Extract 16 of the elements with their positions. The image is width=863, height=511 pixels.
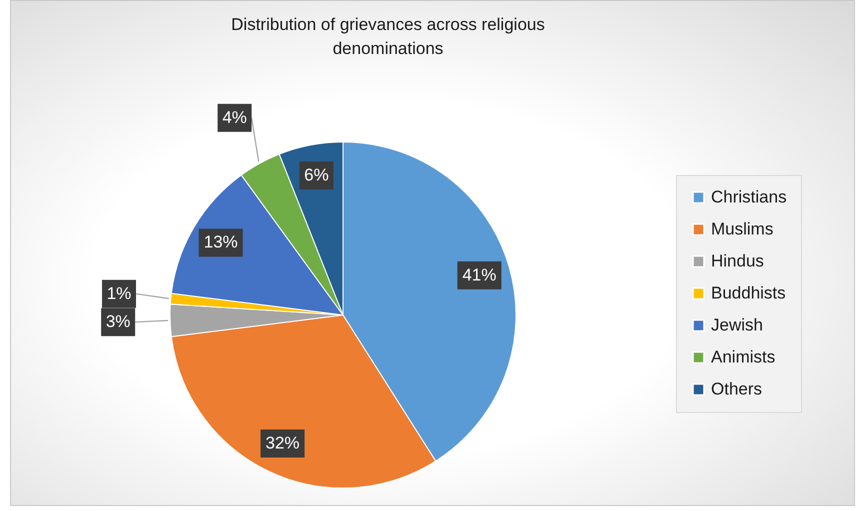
data-label: 32% [266, 433, 300, 452]
legend-label: Christians [711, 188, 787, 206]
legend-label: Animists [711, 348, 776, 366]
data-label: 6% [304, 166, 329, 185]
legend-label: Buddhists [711, 284, 786, 302]
data-label: 1% [106, 284, 132, 303]
legend-label: Others [711, 380, 762, 398]
legend-label: Muslims [711, 220, 774, 238]
text: Distribution of grievances across religious [231, 14, 545, 34]
data-label: 3% [106, 312, 130, 332]
legend-label: Jewish [711, 316, 763, 334]
text: denominations [332, 38, 444, 58]
data-label: 41% [462, 265, 496, 284]
data-label: 13% [204, 232, 238, 252]
legend-label: Hindus [711, 252, 764, 270]
data-label: 4% [222, 108, 247, 127]
